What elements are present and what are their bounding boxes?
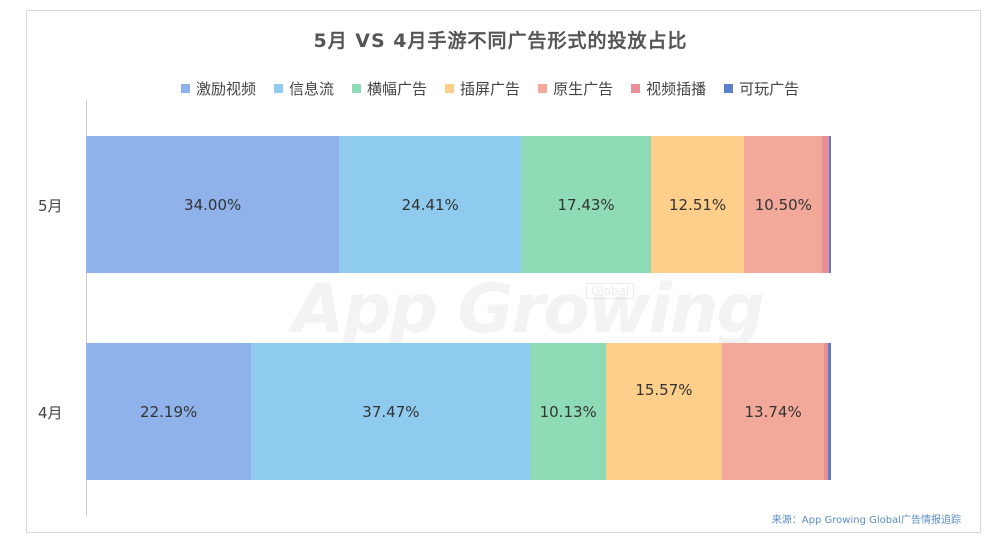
legend-label: 信息流 <box>289 80 335 98</box>
watermark-tag: Global <box>586 283 635 299</box>
bar-segment[interactable] <box>251 343 531 480</box>
legend-label: 激励视频 <box>196 80 257 98</box>
legend-label: 横幅广告 <box>367 80 428 98</box>
watermark: App Growing <box>292 270 765 349</box>
legend-item[interactable]: 插屏广告 <box>445 78 520 99</box>
legend-label: 原生广告 <box>553 80 614 98</box>
bar-segment[interactable] <box>822 136 829 273</box>
legend-label: 可玩广告 <box>739 80 800 98</box>
category-label: 5月 <box>38 196 63 215</box>
category-label: 4月 <box>38 403 63 422</box>
legend-swatch <box>445 84 455 93</box>
source-note: 来源：App Growing Global广告情报追踪 <box>771 515 961 526</box>
chart-title: 5月 VS 4月手游不同广告形式的投放占比 <box>313 30 688 52</box>
data-label: 24.41% <box>401 195 459 214</box>
bar-segment[interactable] <box>824 343 829 480</box>
bar-segment[interactable] <box>744 136 823 273</box>
legend-swatch <box>181 84 190 93</box>
legend-label: 视频插播 <box>646 80 707 98</box>
data-label: 34.00% <box>184 195 242 214</box>
legend-swatch <box>724 84 734 93</box>
data-label: 37.47% <box>362 402 420 421</box>
bar-segment[interactable] <box>828 136 831 273</box>
bar-segment[interactable] <box>721 343 825 480</box>
bar-segment[interactable] <box>521 136 651 273</box>
data-label: 10.13% <box>539 402 597 421</box>
legend-swatch <box>274 84 284 93</box>
y-axis-line <box>86 100 87 516</box>
legend-item[interactable]: 横幅广告 <box>352 78 427 99</box>
legend-item[interactable]: 视频插播 <box>631 78 706 99</box>
legend-label: 插屏广告 <box>460 80 521 98</box>
legend-swatch <box>538 84 548 93</box>
bar-segment[interactable] <box>530 343 606 480</box>
legend-item[interactable]: 原生广告 <box>538 78 613 99</box>
data-label: 17.43% <box>557 195 615 214</box>
chart-legend: 激励视频 信息流 横幅广告 插屏广告 原生广告 视频插播 可玩广告 <box>181 78 817 99</box>
legend-item[interactable]: 可玩广告 <box>724 78 799 99</box>
bar-segment[interactable] <box>605 343 722 480</box>
bar-segment[interactable] <box>86 343 252 480</box>
data-label: 22.19% <box>140 402 198 421</box>
bar-segment[interactable] <box>86 136 340 273</box>
data-label: 10.50% <box>754 195 812 214</box>
data-label: 12.51% <box>668 195 727 214</box>
legend-swatch <box>352 84 362 93</box>
bar-segment[interactable] <box>828 343 831 480</box>
legend-item[interactable]: 信息流 <box>274 78 334 99</box>
data-label: 15.57% <box>635 380 693 399</box>
data-label: 13.74% <box>744 402 802 421</box>
bar-segment[interactable] <box>339 136 522 273</box>
legend-swatch <box>631 84 641 93</box>
bar-segment[interactable] <box>651 136 745 273</box>
legend-item[interactable]: 激励视频 <box>181 78 256 99</box>
